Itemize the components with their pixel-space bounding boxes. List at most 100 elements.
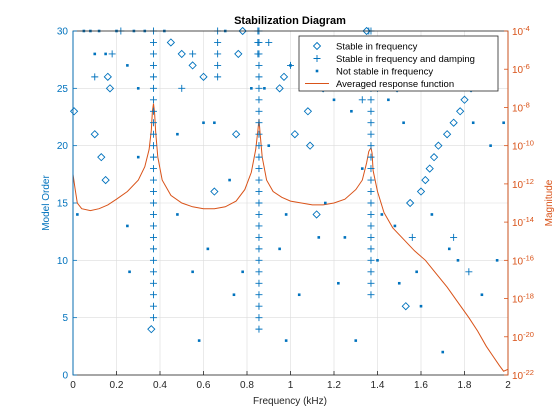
stable-freq-damping-marker (255, 256, 263, 264)
not-stable-marker (343, 236, 347, 239)
stable-freq-damping-marker (149, 176, 157, 184)
stable-freq-damping-marker (367, 119, 375, 127)
not-stable-marker (471, 121, 475, 125)
stable-freq-damping-marker (255, 210, 263, 218)
stable-freq-damping-marker (255, 279, 263, 287)
stable-freq-marker (290, 130, 299, 139)
stable-freq-damping-marker (450, 233, 458, 241)
stable-freq-damping-marker (254, 50, 262, 58)
y-right-tick-label: 10-18 (512, 292, 534, 306)
stable-freq-damping-marker (255, 233, 263, 241)
not-stable-marker (202, 121, 205, 125)
stable-freq-damping-marker (255, 314, 263, 322)
x-tick-label: 0.2 (110, 380, 124, 391)
stable-freq-damping-marker (255, 142, 263, 150)
x-tick-label: 0.4 (153, 380, 167, 391)
stable-freq-marker (238, 26, 247, 36)
not-stable-marker (402, 121, 405, 125)
stable-freq-marker (405, 198, 415, 208)
not-stable-marker (263, 87, 266, 90)
not-stable-marker (350, 109, 353, 113)
stable-freq-damping-marker (149, 210, 157, 218)
not-stable-marker (430, 213, 434, 216)
stable-freq-damping-marker (149, 153, 157, 161)
not-stable-marker (278, 247, 281, 251)
stable-freq-damping-marker (149, 256, 157, 264)
stable-freq-damping-marker (255, 188, 263, 196)
stable-freq-marker (460, 95, 469, 104)
not-stable-marker (376, 259, 379, 262)
stable-freq-marker (97, 152, 106, 162)
y-left-tick-label: 15 (57, 199, 69, 210)
stable-freq-damping-marker (255, 176, 263, 184)
not-stable-marker (337, 281, 340, 285)
not-stable-marker (502, 121, 505, 125)
stable-freq-damping-marker (255, 268, 263, 276)
not-stable-marker (489, 144, 492, 147)
not-stable-marker (267, 144, 271, 147)
stable-freq-marker (103, 72, 112, 82)
not-stable-marker (419, 304, 423, 308)
stable-freq-damping-marker (149, 61, 157, 69)
not-stable-marker (128, 270, 131, 274)
not-stable-marker (126, 224, 129, 228)
stable-freq-marker (177, 49, 186, 59)
y-right-tick-label: 10-10 (512, 139, 534, 153)
not-stable-marker (76, 213, 79, 216)
not-stable-marker (495, 259, 499, 262)
stable-freq-marker (425, 164, 434, 173)
stable-freq-damping-marker (367, 279, 375, 287)
stable-freq-damping-marker (149, 119, 157, 127)
stable-freq-marker (401, 302, 410, 311)
stable-freq-damping-marker (255, 61, 263, 69)
not-stable-marker (93, 52, 97, 56)
not-stable-marker (126, 64, 129, 67)
stable-freq-damping-marker (255, 325, 263, 333)
not-stable-marker (393, 224, 397, 228)
not-stable-marker (284, 213, 288, 216)
stable-freq-marker (362, 26, 371, 36)
not-stable-marker (324, 201, 327, 205)
stable-freq-damping-marker (149, 291, 157, 299)
stable-freq-damping-marker (149, 199, 157, 207)
stable-freq-damping-marker (255, 291, 263, 299)
legend-entry-label: Not stable in frequency (336, 67, 433, 78)
legend-diamond-icon (312, 41, 322, 51)
stable-freq-damping-marker (367, 188, 375, 196)
not-stable-marker (104, 52, 107, 56)
legend-box (298, 35, 499, 92)
x-tick-label: 1.4 (371, 380, 385, 391)
stable-freq-damping-marker (367, 176, 375, 184)
stable-freq-damping-marker (149, 84, 157, 92)
stable-freq-damping-marker (367, 130, 375, 138)
stable-freq-damping-marker (358, 96, 366, 104)
x-tick-label: 0 (70, 380, 76, 391)
stable-freq-damping-marker (367, 153, 375, 161)
x-tick-label: 1.2 (327, 380, 341, 391)
not-stable-marker (250, 87, 253, 90)
stable-freq-damping-marker (255, 302, 263, 310)
stable-freq-damping-marker (149, 314, 157, 322)
legend-plus-icon (313, 55, 321, 62)
axis-ticks: 0 0.2 0.4 0.6 0.8 1 1.2 1.4 1.6 1.8 20510152025301… (57, 24, 534, 391)
stable-freq-damping-marker (255, 245, 263, 253)
y-left-tick-label: 5 (62, 313, 68, 324)
stable-freq-damping-marker (255, 119, 263, 127)
not-stable-marker (176, 213, 179, 216)
stable-freq-marker (429, 152, 439, 162)
not-stable-marker (447, 247, 451, 251)
stable-freq-damping-marker (189, 50, 197, 58)
x-tick-label: 0.8 (240, 380, 254, 391)
y-left-tick-label: 25 (57, 84, 69, 95)
not-stable-marker (456, 259, 460, 262)
stable-freq-damping-marker (367, 222, 375, 230)
stable-freq-damping-marker (255, 73, 263, 81)
stable-freq-marker (166, 38, 176, 47)
not-stable-marker (441, 350, 445, 354)
stable-freq-marker (421, 175, 430, 185)
stable-freq-marker (188, 61, 197, 70)
not-stable-marker (360, 167, 364, 170)
not-stable-marker (397, 281, 401, 285)
stable-freq-damping-marker (149, 245, 157, 253)
